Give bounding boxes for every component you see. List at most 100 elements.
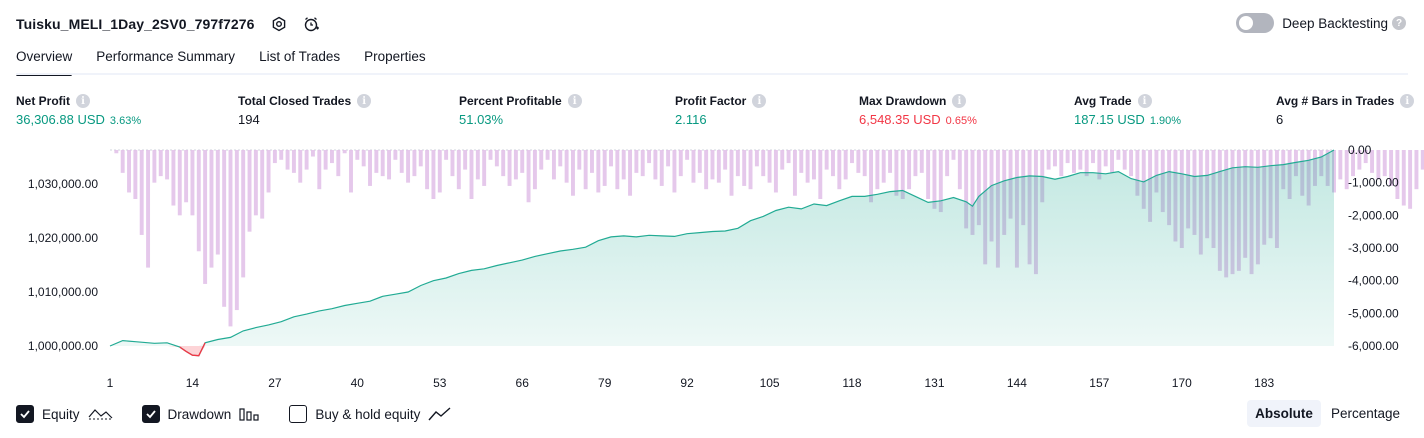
drawdown-bar [551, 150, 556, 180]
drawdown-bar [127, 150, 131, 193]
drawdown-bar [1414, 150, 1419, 190]
drawdown-bar [177, 150, 182, 216]
drawdown-bar [856, 150, 861, 173]
metric-total-closed-trades: Total Closed Trades i 194 [238, 92, 372, 127]
drawdown-bar [1408, 150, 1413, 209]
x-tick-label: 27 [268, 376, 282, 390]
drawdown-bar [881, 150, 886, 183]
drawdown-bar [1046, 150, 1051, 170]
drawdown-bar [596, 150, 601, 193]
drawdown-bar [932, 150, 937, 209]
drawdown-bar [710, 150, 715, 180]
drawdown-bar [494, 150, 499, 167]
drawdown-bar [780, 150, 785, 170]
right-tick-label: 0.00 [1348, 143, 1372, 157]
metric-percent: 3.63% [109, 115, 142, 127]
absolute-button[interactable]: Absolute [1247, 400, 1321, 427]
metric-label: Net Profit [16, 94, 70, 108]
metric-net-profit: Net Profit i 36,306.88 USD 3.63% [16, 92, 141, 127]
legend-buy-hold[interactable]: Buy & hold equity [289, 405, 452, 423]
left-tick-label: 1,020,000.00 [28, 231, 98, 245]
drawdown-checkbox[interactable] [141, 405, 160, 423]
drawdown-bar [222, 150, 227, 307]
metric-value: 187.15 USD [1074, 112, 1145, 127]
metric-value: 36,306.88 USD [16, 112, 105, 127]
drawdown-bar [913, 150, 918, 177]
legend-equity[interactable]: Equity [16, 405, 114, 423]
drawdown-bar [203, 150, 208, 284]
drawdown-bar [672, 150, 677, 193]
tab-list-of-trades[interactable]: List of Trades [259, 49, 341, 64]
toggle-knob [1239, 16, 1254, 30]
info-icon[interactable]: i [1400, 94, 1415, 108]
drawdown-bar [704, 150, 709, 190]
add-alert-icon[interactable] [301, 14, 321, 34]
drawdown-bar [368, 150, 372, 186]
x-tick-label: 118 [842, 376, 861, 390]
drawdown-bar [190, 150, 195, 216]
drawdown-bar [501, 150, 506, 177]
drawdown-bar [330, 150, 334, 164]
drawdown-bar [532, 150, 537, 190]
drawdown-bar [361, 150, 366, 167]
drawdown-bar [463, 150, 468, 170]
drawdown-bar [304, 150, 309, 170]
info-icon[interactable]: i [76, 94, 90, 108]
help-icon[interactable]: ? [1392, 16, 1406, 30]
metric-label: Avg # Bars in Trades [1276, 94, 1395, 108]
metric-percent-profitable: Percent Profitable i 51.03% [459, 92, 582, 127]
equity-checkbox[interactable] [16, 405, 34, 423]
tab-properties[interactable]: Properties [364, 49, 426, 64]
info-icon[interactable]: i [357, 94, 372, 108]
drawdown-bar [475, 150, 480, 180]
info-icon[interactable]: i [567, 94, 582, 108]
drawdown-bar [831, 150, 835, 177]
drawdown-bar [723, 150, 728, 170]
drawdown-bar [374, 150, 379, 173]
equity-area [109, 149, 1335, 357]
drawdown-bar [1129, 150, 1134, 177]
deep-backtesting-label: Deep Backtesting [1282, 15, 1388, 31]
drawdown-bar [234, 150, 239, 311]
drawdown-bar [1351, 150, 1355, 177]
metrics-row: Net Profit i 36,306.88 USD 3.63% Total Clo… [16, 92, 1424, 132]
metric-avg-bars-in-trades: Avg # Bars in Trades i 6 [1276, 92, 1415, 127]
drawdown-bar [1059, 150, 1064, 177]
drawdown-bar [139, 150, 144, 235]
drawdown-bar [558, 150, 563, 167]
equity-drawdown-chart[interactable]: 1,030,000.00 1,020,000.00 1,010,000.00 1,00… [0, 140, 1424, 390]
deep-backtesting-toggle[interactable] [1236, 13, 1275, 33]
info-icon[interactable]: i [1137, 94, 1152, 108]
drawdown-bar [888, 150, 893, 173]
drawdown-bars-icon [239, 406, 261, 422]
drawdown-bar [837, 150, 842, 190]
buy-hold-checkbox[interactable] [289, 405, 308, 423]
info-icon[interactable]: i [952, 94, 967, 108]
drawdown-bar [799, 150, 804, 173]
tab-overview[interactable]: Overview [16, 44, 73, 76]
drawdown-bar [298, 150, 303, 183]
percentage-button[interactable]: Percentage [1330, 406, 1400, 421]
drawdown-bar [1357, 150, 1362, 170]
drawdown-bar [869, 150, 873, 203]
legend-label: Buy & hold equity [315, 406, 421, 422]
drawdown-bar [640, 150, 645, 177]
tab-performance-summary[interactable]: Performance Summary [96, 49, 236, 64]
drawdown-bar [659, 150, 664, 186]
drawdown-bar [894, 150, 899, 196]
report-tabs: Overview Performance Summary List of Tra… [16, 44, 450, 76]
metric-label: Total Closed Trades [238, 94, 352, 108]
right-tick-label: -5,000.00 [1348, 306, 1399, 320]
strategy-title: Tuisku_MELI_1Day_2SV0_797f7276 [16, 16, 255, 32]
drawdown-bar [609, 150, 613, 167]
legend-drawdown[interactable]: Drawdown [141, 405, 262, 423]
x-tick-label: 144 [1007, 376, 1027, 390]
drawdown-bar [1110, 150, 1114, 173]
drawdown-bar [577, 150, 582, 170]
info-icon[interactable]: i [752, 94, 767, 108]
drawdown-bar [437, 150, 442, 193]
drawdown-bar [926, 150, 931, 199]
drawdown-bar [146, 150, 151, 268]
settings-icon[interactable] [269, 14, 289, 34]
drawdown-bar [114, 150, 119, 154]
